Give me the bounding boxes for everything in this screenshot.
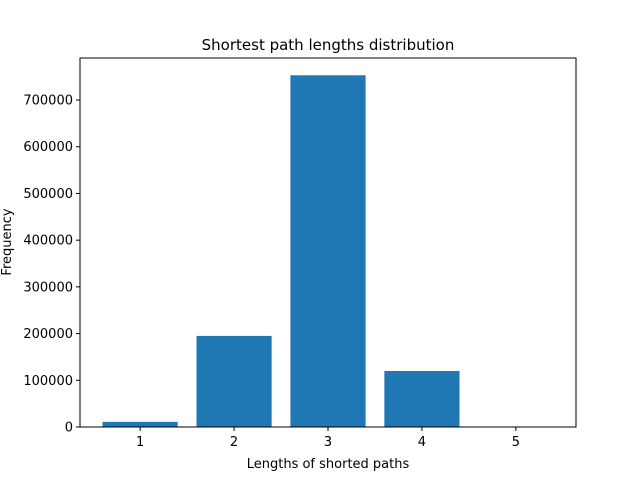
y-tick-label: 0 — [65, 421, 73, 436]
x-tick-label: 1 — [136, 435, 144, 450]
y-tick-label: 100000 — [23, 374, 73, 389]
x-axis-title: Lengths of shorted paths — [247, 457, 410, 472]
x-tick-label: 2 — [230, 435, 238, 450]
bar-4 — [384, 370, 460, 427]
y-tick-label: 600000 — [23, 140, 73, 155]
y-axis-ticks: 0 100000 200000 300000 400000 500000 600000 700… — [23, 94, 80, 436]
bar-3 — [290, 75, 366, 427]
y-tick-label: 300000 — [23, 280, 73, 295]
y-tick-label: 200000 — [23, 327, 73, 342]
plot-frame — [79, 57, 577, 428]
y-axis-title: Frequency — [0, 208, 15, 275]
y-tick-label: 400000 — [23, 234, 73, 249]
x-tick-label: 4 — [418, 435, 426, 450]
bar-1 — [102, 421, 178, 427]
chart-title: Shortest path lengths distribution — [202, 36, 455, 54]
x-axis-ticks: 1 2 3 4 5 — [136, 427, 520, 450]
bar-2 — [196, 335, 272, 427]
y-tick-label: 700000 — [23, 94, 73, 109]
x-tick-label: 3 — [324, 435, 332, 450]
x-tick-label: 5 — [512, 435, 520, 450]
y-tick-label: 500000 — [23, 187, 73, 202]
